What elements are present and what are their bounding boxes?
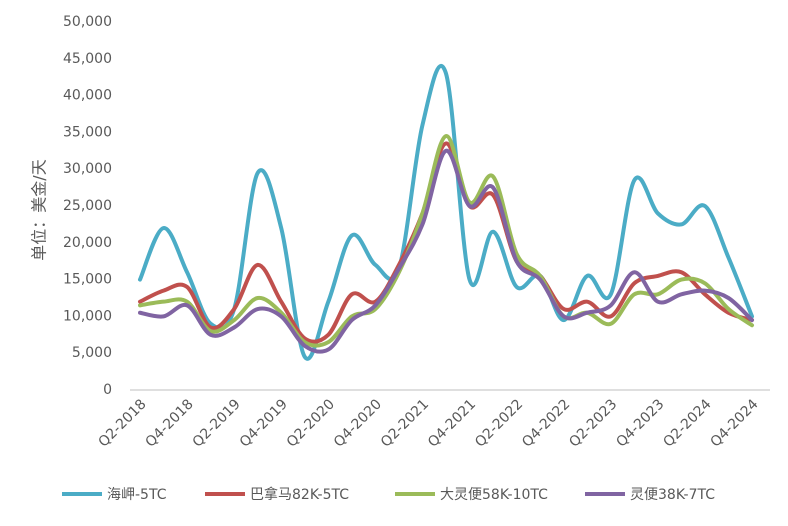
y-axis-label: 单位：美金/天 — [30, 159, 49, 260]
legend-label: 灵便38K-7TC — [630, 487, 715, 503]
y-tick-label: 15,000 — [63, 272, 112, 288]
x-tick-label: Q2-2018 — [95, 396, 149, 450]
x-tick-label: Q2-2019 — [190, 396, 244, 450]
x-tick-label: Q4-2024 — [707, 396, 761, 450]
y-tick-label: 0 — [103, 382, 112, 398]
y-tick-label: 40,000 — [63, 88, 112, 104]
y-tick-label: 45,000 — [63, 51, 112, 67]
y-tick-label: 35,000 — [63, 124, 112, 140]
x-tick-label: Q4-2018 — [143, 396, 197, 450]
y-tick-label: 10,000 — [63, 308, 112, 324]
legend-label: 海岬-5TC — [107, 487, 167, 503]
series-line — [138, 63, 754, 361]
x-tick-label: Q4-2023 — [613, 396, 667, 450]
y-tick-label: 20,000 — [63, 235, 112, 251]
y-tick-label: 5,000 — [72, 345, 112, 361]
y-tick-label: 50,000 — [63, 14, 112, 30]
x-tick-label: Q2-2022 — [472, 396, 526, 450]
legend-label: 大灵便58K-10TC — [440, 487, 548, 503]
series-line — [138, 134, 754, 348]
x-tick-label: Q4-2020 — [331, 396, 385, 450]
y-tick-label: 30,000 — [63, 161, 112, 177]
x-tick-label: Q4-2022 — [519, 396, 573, 450]
x-tick-label: Q2-2020 — [284, 396, 338, 450]
y-tick-label: 25,000 — [63, 198, 112, 214]
x-tick-label: Q2-2023 — [566, 396, 620, 450]
x-tick-label: Q2-2024 — [660, 396, 714, 450]
series-line — [138, 148, 754, 354]
x-tick-label: Q4-2021 — [425, 396, 479, 450]
x-tick-label: Q4-2019 — [237, 396, 291, 450]
series-line — [138, 141, 754, 344]
x-tick-label: Q2-2021 — [378, 396, 432, 450]
legend-label: 巴拿马82K-5TC — [250, 486, 349, 503]
